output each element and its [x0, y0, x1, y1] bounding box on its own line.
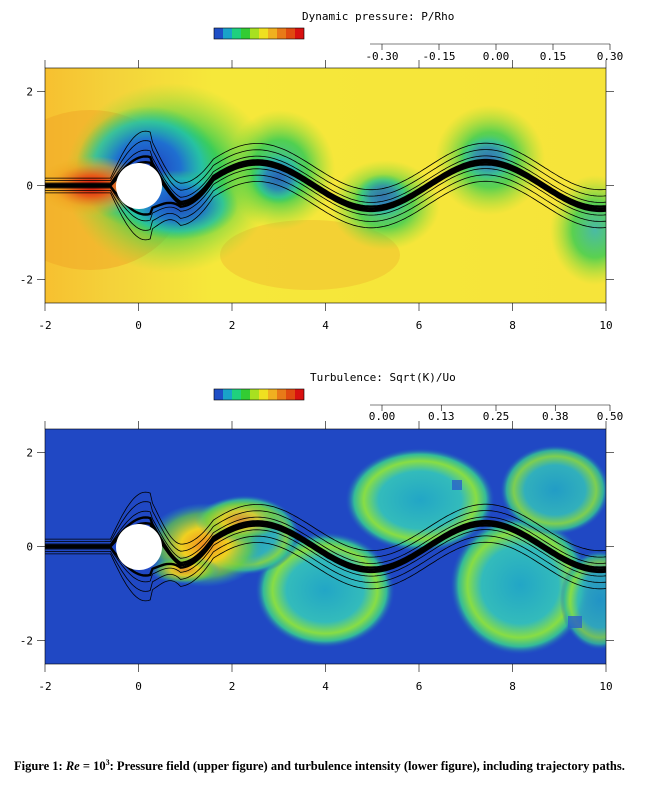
trajectory-path [45, 516, 606, 569]
y-tick-label: -2 [20, 635, 33, 648]
pressure-cylinder [116, 163, 162, 209]
colorbar-tick-label: 0.50 [597, 410, 624, 423]
trajectory-path [45, 541, 606, 602]
colorbar-swatch [268, 389, 277, 400]
turbulence-title: Turbulence: Sqrt(K)/Uo [310, 371, 456, 384]
pressure-panel: Dynamic pressure: P/Rho -0.30 -0.15 0.00 0.… [20, 10, 624, 332]
x-tick-label: -2 [38, 319, 51, 332]
x-tick-label: 0 [135, 319, 142, 332]
colorbar-tick-label: 0.00 [483, 50, 510, 63]
pressure-field [45, 68, 606, 303]
turbulence-cylinder [116, 524, 162, 570]
colorbar-swatch [286, 28, 295, 39]
turbulence-colorbar-labels: 0.00 0.13 0.25 0.38 0.50 [369, 404, 624, 423]
colorbar-swatch [277, 389, 286, 400]
figure-caption: Figure 1: Re = 103: Pressure field (uppe… [14, 754, 639, 775]
turbulence-axes: -2 0 2 4 6 8 10 2 0 -2 [20, 421, 614, 693]
colorbar-swatch [250, 389, 259, 400]
trajectory-path [45, 180, 606, 241]
colorbar-swatch [259, 28, 268, 39]
x-tick-label: 2 [229, 680, 236, 693]
x-tick-label: 10 [599, 319, 612, 332]
trajectory-path [45, 535, 606, 592]
colorbar-swatch [223, 28, 232, 39]
colorbar-swatch [241, 28, 250, 39]
trajectory-path [45, 491, 606, 552]
colorbar-frame [213, 388, 305, 401]
x-tick-label: 4 [322, 319, 329, 332]
turbulence-colorbar [213, 388, 305, 401]
x-tick-label: 4 [322, 680, 329, 693]
x-tick-label: 0 [135, 680, 142, 693]
caption-re-value: = 10 [82, 759, 106, 774]
x-tick-label: 8 [509, 680, 516, 693]
pressure-colorbar [213, 27, 305, 40]
trajectory-path [45, 524, 606, 577]
colorbar-swatch [241, 389, 250, 400]
turbulence-field [45, 429, 606, 664]
caption-text: : Pressure field (upper figure) and turb… [109, 759, 625, 774]
pressure-title: Dynamic pressure: P/Rho [302, 10, 454, 23]
colorbar-tick-label: 0.13 [428, 410, 455, 423]
x-tick-label: 8 [509, 319, 516, 332]
colorbar-frame [213, 27, 305, 40]
x-tick-label: 2 [229, 319, 236, 332]
trajectory-path [45, 155, 606, 208]
trajectory-path [45, 130, 606, 191]
pressure-colorbar-labels: -0.30 -0.15 0.00 0.15 0.30 [365, 43, 624, 63]
pressure-trajectories [45, 130, 606, 241]
colorbar-swatch [250, 28, 259, 39]
colorbar-swatch [259, 389, 268, 400]
trajectory-path [45, 510, 606, 564]
colorbar-swatch [268, 28, 277, 39]
trajectory-path [45, 174, 606, 231]
trajectory-path [45, 149, 606, 203]
colorbar-tick-label: 0.38 [542, 410, 569, 423]
colorbar-tick-label: 0.30 [597, 50, 624, 63]
y-tick-label: 2 [26, 447, 33, 460]
colorbar-swatch [214, 389, 223, 400]
caption-re-symbol: Re [65, 759, 80, 774]
colorbar-tick-label: 0.25 [483, 410, 510, 423]
x-tick-label: -2 [38, 680, 51, 693]
y-tick-label: 2 [26, 86, 33, 99]
trajectory-path [45, 501, 606, 558]
colorbar-tick-label: 0.15 [540, 50, 567, 63]
trajectory-path [45, 140, 606, 197]
x-tick-label: 6 [416, 319, 423, 332]
colorbar-swatch [214, 28, 223, 39]
caption-label: Figure 1: [14, 759, 63, 774]
colorbar-swatch [232, 389, 241, 400]
colorbar-swatch [232, 28, 241, 39]
colorbar-swatch [295, 389, 304, 400]
y-tick-label: 0 [26, 541, 33, 554]
colorbar-swatch [277, 28, 286, 39]
colorbar-tick-label: -0.30 [365, 50, 398, 63]
trajectory-path [45, 529, 606, 583]
y-tick-label: -2 [20, 274, 33, 287]
colorbar-tick-label: -0.15 [422, 50, 455, 63]
y-tick-label: 0 [26, 180, 33, 193]
x-tick-label: 10 [599, 680, 612, 693]
pressure-axes: -2 0 2 4 6 8 10 2 0 -2 [20, 60, 614, 332]
colorbar-swatch [286, 389, 295, 400]
turbulence-panel: Turbulence: Sqrt(K)/Uo 0.00 0.13 0.25 0.38 0… [20, 371, 624, 693]
trajectory-path [45, 163, 606, 216]
colorbar-swatch [295, 28, 304, 39]
colorbar-swatch [223, 389, 232, 400]
caption-re-exponent: 3 [105, 758, 110, 767]
colorbar-tick-label: 0.00 [369, 410, 396, 423]
trajectory-path [45, 168, 606, 222]
x-tick-label: 6 [416, 680, 423, 693]
